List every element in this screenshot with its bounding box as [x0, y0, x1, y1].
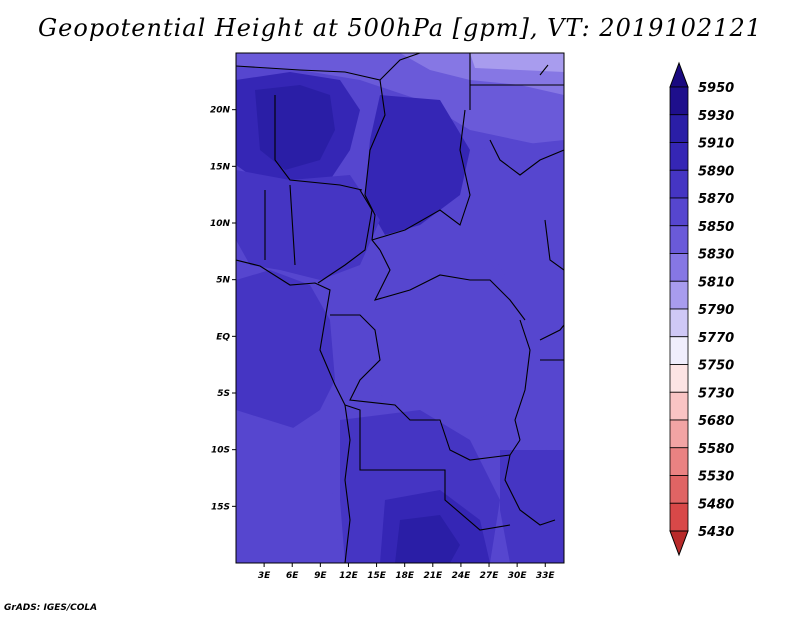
lon-axis: 3E 6E 9E 12E 15E 18E 21E 24E 27E 30E 33E: [258, 563, 556, 581]
ethiopia-border: [544, 219, 564, 271]
colorbar-label: 5430: [698, 525, 734, 540]
region-ne-light: [470, 53, 564, 72]
north-border: [236, 53, 421, 81]
colorbar: 5950 5930 5910 5890 5870 5850 5830 5810 5790 5770…: [669, 61, 734, 557]
sudan-east-border: [489, 139, 564, 176]
west-coastline: [236, 259, 351, 563]
colorbar-swatch: [669, 197, 689, 227]
colorbar-swatch: [669, 364, 689, 393]
libya-egypt-border: [469, 53, 564, 110]
colorbar-label: 5680: [698, 414, 734, 429]
colorbar-label: 5950: [698, 81, 734, 96]
colorbar-swatch: [669, 280, 689, 310]
lat-tick-label: 5N: [216, 276, 230, 286]
colorbar-label: 5580: [698, 442, 734, 457]
lon-tick-label: 12E: [339, 571, 359, 581]
region-sudan: [365, 95, 470, 235]
map-title: Geopotential Height at 500hPa [gpm], VT:…: [38, 14, 762, 42]
lat-tick-label: 20N: [210, 106, 231, 116]
lat-tick-label: 10N: [210, 219, 231, 229]
lon-tick-label: 3E: [258, 571, 271, 581]
lat-axis: 20N 15N 10N 5N EQ 5S 10S 15S: [210, 106, 236, 512]
colorbar-label: 5830: [698, 248, 734, 263]
height-field: [236, 53, 564, 563]
region-nigeria: [236, 170, 380, 280]
plot-frame: [235, 52, 565, 564]
colorbar-label: 5910: [698, 137, 734, 152]
mali-niger-border: [274, 95, 363, 191]
lon-tick-label: 15E: [367, 571, 387, 581]
colorbar-swatch: [669, 475, 689, 504]
lon-tick-label: 6E: [286, 571, 299, 581]
west-inner-borders: [264, 184, 296, 266]
region-east-africa: [470, 140, 564, 460]
colorbar-label: 5730: [698, 386, 734, 401]
region-zambia-core: [395, 515, 460, 563]
coastlines-borders: [236, 53, 564, 563]
credit-label: GrADS: IGES/COLA: [4, 603, 98, 613]
lon-tick-label: 18E: [395, 571, 415, 581]
colorbar-swatch: [669, 419, 689, 449]
colorbar-swatch: [669, 114, 689, 143]
lon-tick-label: 27E: [480, 571, 500, 581]
region-mozambique: [500, 450, 564, 563]
nigeria-cameroon-border: [317, 189, 373, 284]
colorbar-swatch: [669, 86, 689, 116]
zambia-mozambique-border: [504, 454, 556, 526]
lat-tick-label: 15S: [211, 502, 230, 512]
colorbar-swatch: [669, 169, 689, 199]
colorbar-swatch: [669, 225, 689, 254]
lat-tick-label: 15N: [210, 162, 231, 172]
colorbar-label: 5810: [698, 275, 734, 290]
colorbar-label: 5930: [698, 109, 734, 124]
colorbar-swatch: [669, 447, 689, 476]
lon-tick-label: 30E: [508, 571, 528, 581]
colorbar-swatch: [669, 336, 689, 365]
colorbar-swatch: [669, 253, 689, 282]
colorbar-label: 5890: [698, 164, 734, 179]
region-sw-ocean: [236, 410, 340, 563]
rift-border: [514, 319, 531, 441]
lon-tick-label: 9E: [314, 571, 327, 581]
colorbar-label: 5480: [698, 497, 734, 512]
colorbar-swatch: [669, 308, 689, 338]
lon-tick-label: 24E: [452, 571, 472, 581]
region-congo-basin: [350, 240, 530, 430]
colorbar-bottom-extend: [669, 530, 689, 557]
lat-tick-label: 5S: [217, 389, 230, 399]
lat-tick-label: 10S: [211, 446, 230, 456]
colorbar-label: 5790: [698, 303, 734, 318]
colorbar-top-extend: [669, 61, 689, 88]
chad-sudan-border: [371, 109, 471, 241]
lat-tick-label: EQ: [216, 332, 230, 342]
car-border: [373, 249, 526, 321]
congo-drc-border: [330, 314, 521, 461]
lon-tick-label: 21E: [423, 571, 443, 581]
angola-zambia-border: [344, 404, 511, 531]
colorbar-swatch: [669, 142, 689, 171]
lon-tick-label: 33E: [536, 571, 556, 581]
colorbar-label: 5750: [698, 359, 734, 374]
colorbar-label: 5770: [698, 331, 734, 346]
colorbar-label: 5850: [698, 220, 734, 235]
colorbar-swatch: [669, 391, 689, 421]
colorbar-label: 5530: [698, 470, 734, 485]
east-borders: [539, 324, 564, 361]
colorbar-label: 5870: [698, 192, 734, 207]
nile-delta: [539, 64, 549, 76]
colorbar-swatch: [669, 502, 689, 532]
region-gulf-guinea: [236, 270, 335, 430]
